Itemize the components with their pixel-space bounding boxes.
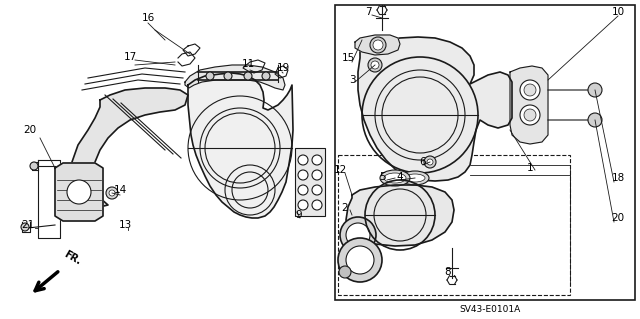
Circle shape bbox=[373, 40, 383, 50]
Circle shape bbox=[371, 61, 379, 69]
Text: 10: 10 bbox=[611, 7, 625, 17]
Ellipse shape bbox=[380, 170, 410, 186]
Circle shape bbox=[340, 217, 376, 253]
Circle shape bbox=[298, 155, 308, 165]
Text: FR.: FR. bbox=[62, 249, 83, 267]
Circle shape bbox=[298, 170, 308, 180]
Circle shape bbox=[524, 84, 536, 96]
Circle shape bbox=[339, 266, 351, 278]
Circle shape bbox=[206, 72, 214, 80]
Circle shape bbox=[298, 200, 308, 210]
Text: 5: 5 bbox=[380, 172, 387, 182]
Text: 3: 3 bbox=[349, 75, 355, 85]
Circle shape bbox=[424, 156, 436, 168]
Text: 8: 8 bbox=[445, 267, 451, 277]
Text: 20: 20 bbox=[611, 213, 625, 223]
Circle shape bbox=[312, 155, 322, 165]
Circle shape bbox=[346, 246, 374, 274]
Circle shape bbox=[67, 180, 91, 204]
Circle shape bbox=[21, 223, 29, 231]
Ellipse shape bbox=[405, 174, 425, 182]
Circle shape bbox=[338, 238, 382, 282]
Circle shape bbox=[370, 37, 386, 53]
Ellipse shape bbox=[384, 173, 406, 183]
Circle shape bbox=[109, 190, 115, 196]
Polygon shape bbox=[55, 163, 103, 221]
Circle shape bbox=[588, 83, 602, 97]
Polygon shape bbox=[358, 37, 512, 181]
Bar bbox=[338, 155, 570, 295]
Circle shape bbox=[346, 223, 370, 247]
Text: 12: 12 bbox=[333, 165, 347, 175]
Circle shape bbox=[520, 105, 540, 125]
Polygon shape bbox=[346, 185, 454, 246]
Circle shape bbox=[312, 200, 322, 210]
Text: 17: 17 bbox=[124, 52, 136, 62]
Circle shape bbox=[524, 109, 536, 121]
Polygon shape bbox=[70, 88, 188, 208]
Circle shape bbox=[368, 58, 382, 72]
Text: 7: 7 bbox=[365, 7, 371, 17]
Bar bbox=[335, 5, 635, 300]
Text: 16: 16 bbox=[141, 13, 155, 23]
Circle shape bbox=[312, 185, 322, 195]
Text: 1: 1 bbox=[527, 163, 533, 173]
Circle shape bbox=[312, 170, 322, 180]
Text: 4: 4 bbox=[397, 172, 403, 182]
Circle shape bbox=[262, 72, 270, 80]
Text: 13: 13 bbox=[118, 220, 132, 230]
Polygon shape bbox=[510, 66, 548, 144]
Text: 9: 9 bbox=[296, 210, 302, 220]
Text: 14: 14 bbox=[113, 185, 127, 195]
Circle shape bbox=[224, 72, 232, 80]
Text: 18: 18 bbox=[611, 173, 625, 183]
Text: 19: 19 bbox=[276, 63, 290, 73]
Polygon shape bbox=[188, 73, 293, 218]
Text: 21: 21 bbox=[21, 220, 35, 230]
Bar bbox=[295, 148, 325, 216]
Circle shape bbox=[520, 80, 540, 100]
Text: SV43-E0101A: SV43-E0101A bbox=[460, 305, 520, 314]
Text: 2: 2 bbox=[342, 203, 348, 213]
Text: 15: 15 bbox=[341, 53, 355, 63]
Polygon shape bbox=[185, 65, 285, 90]
Circle shape bbox=[244, 72, 252, 80]
Circle shape bbox=[106, 187, 118, 199]
Circle shape bbox=[427, 159, 433, 165]
Circle shape bbox=[298, 185, 308, 195]
Text: 6: 6 bbox=[420, 157, 426, 167]
Text: 20: 20 bbox=[24, 125, 36, 135]
Circle shape bbox=[30, 162, 38, 170]
Ellipse shape bbox=[401, 171, 429, 185]
Polygon shape bbox=[355, 35, 400, 55]
Circle shape bbox=[588, 113, 602, 127]
Text: 11: 11 bbox=[241, 59, 255, 69]
